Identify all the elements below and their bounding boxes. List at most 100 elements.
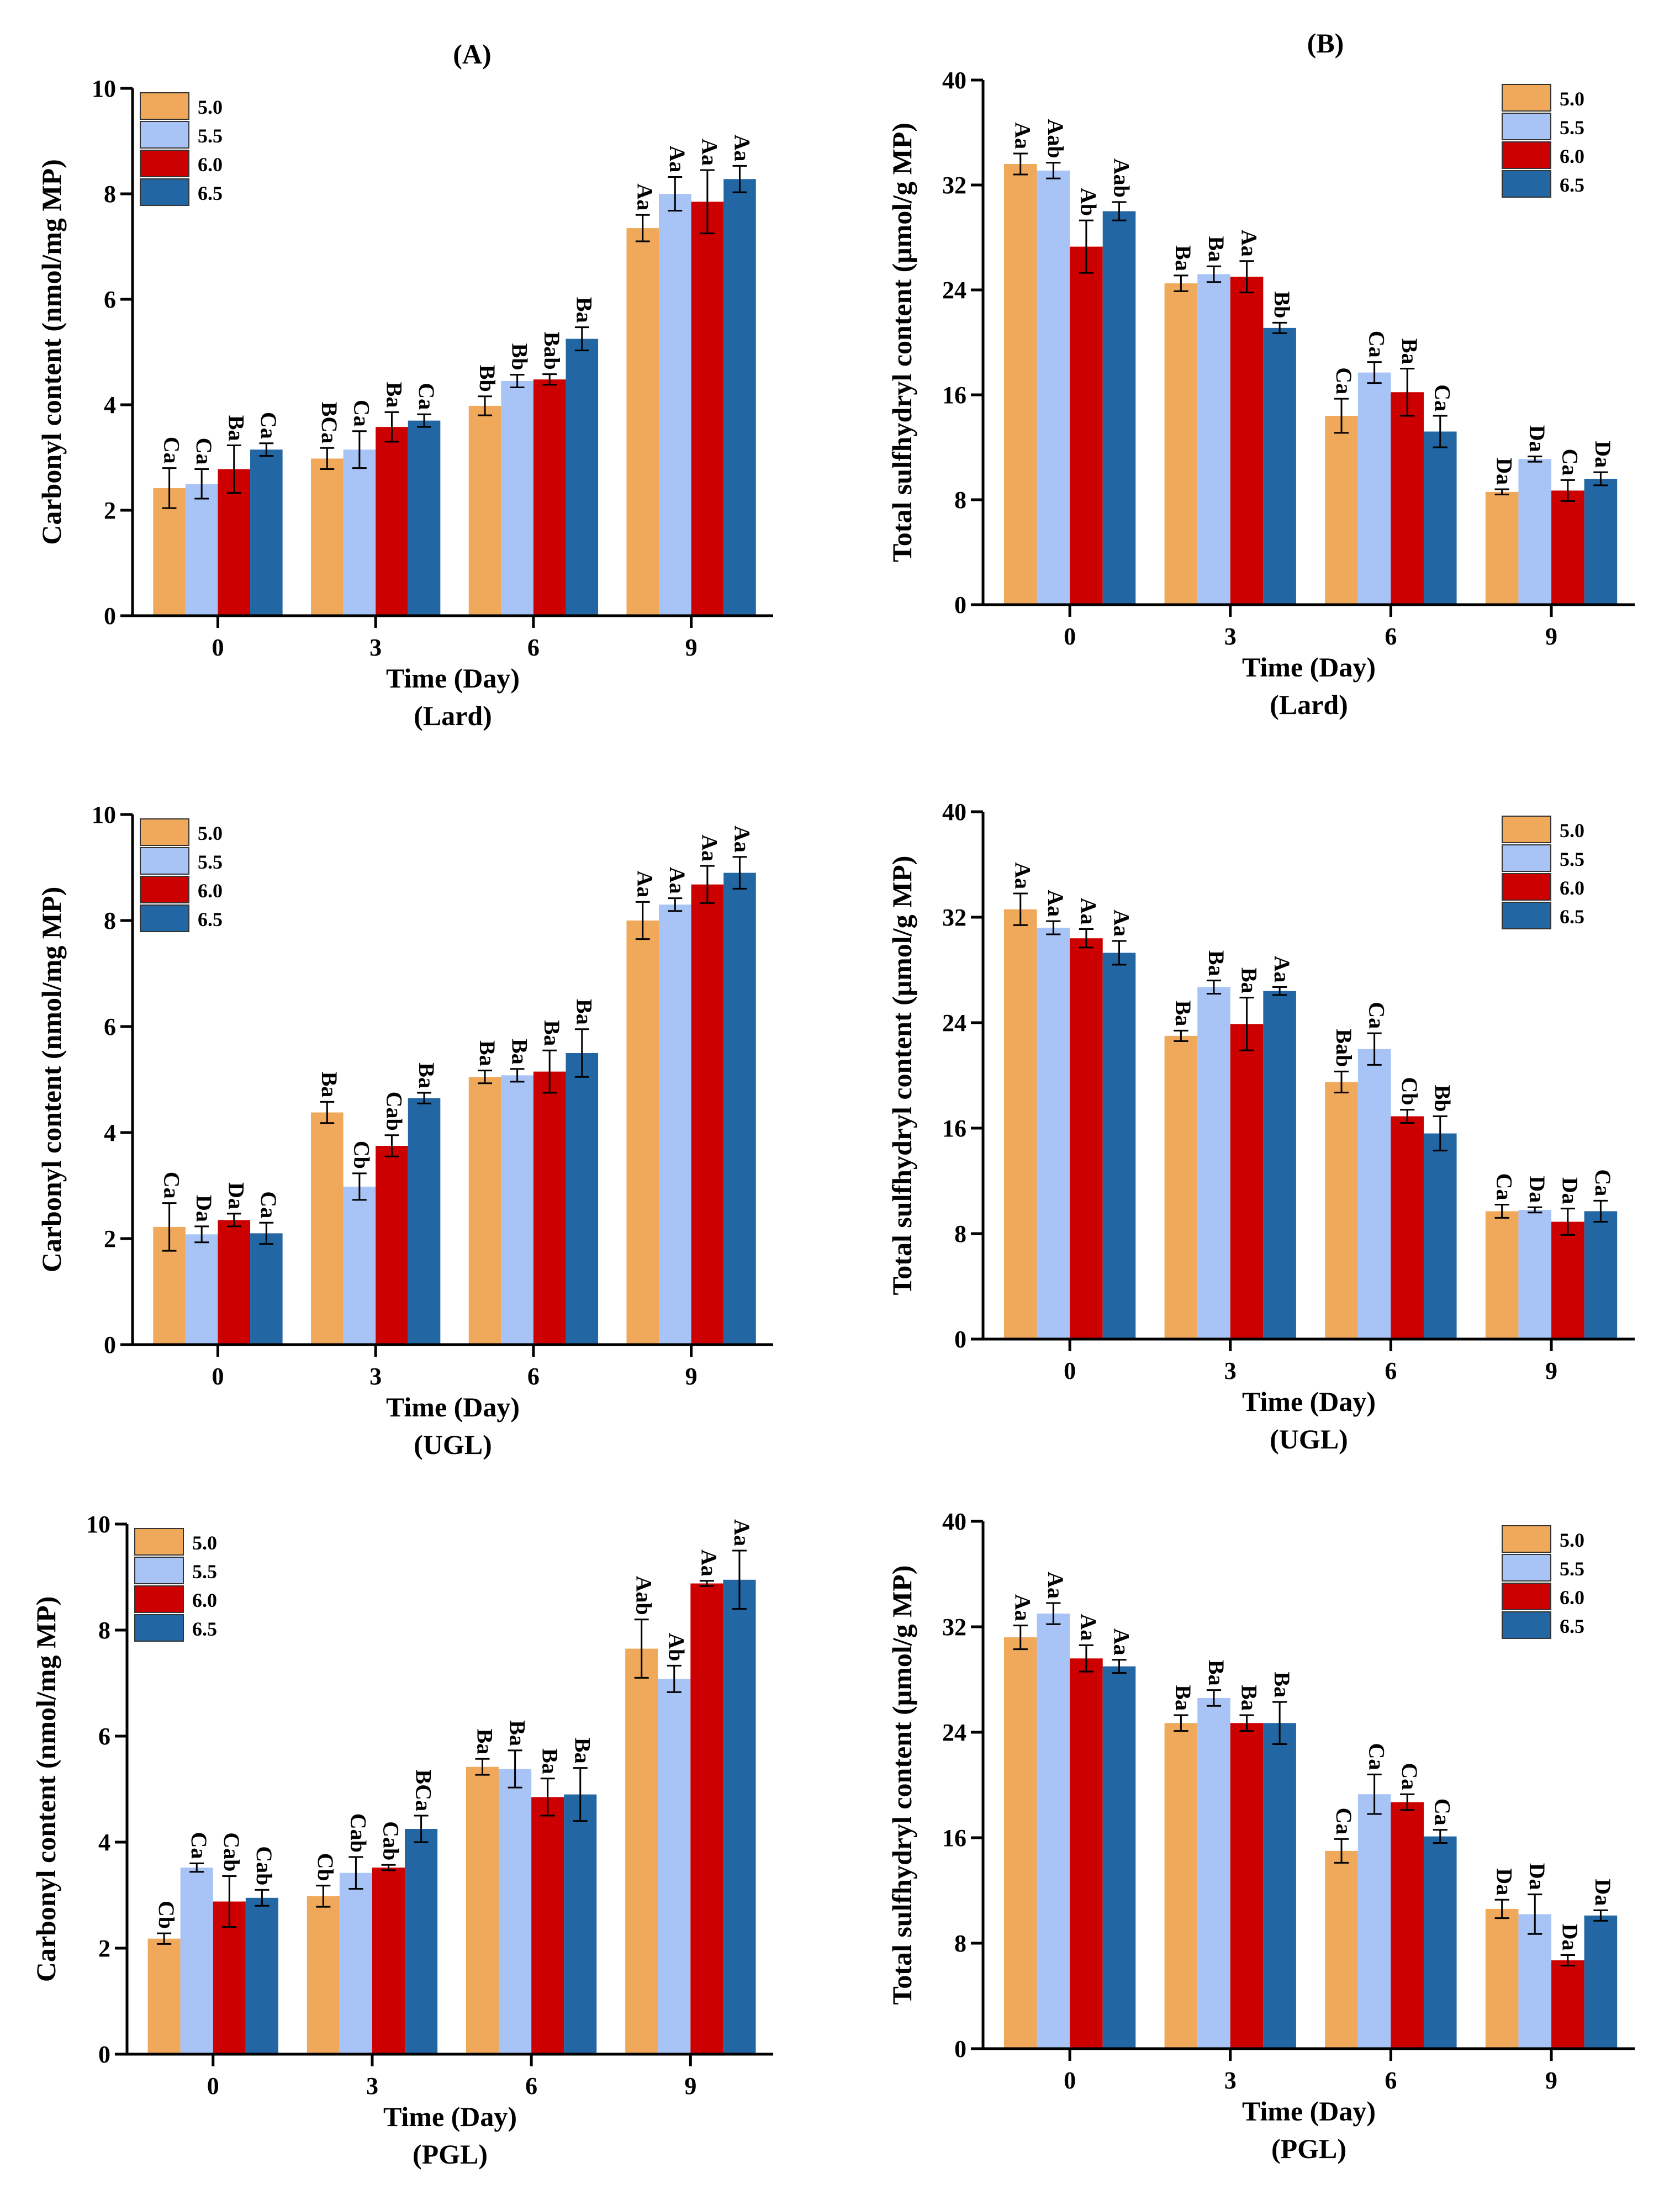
significance-label: BCa bbox=[317, 402, 342, 444]
significance-label: Da bbox=[1492, 458, 1517, 485]
legend-label: 5.5 bbox=[198, 125, 223, 147]
error-bar bbox=[1433, 1115, 1447, 1152]
bar-6.5-day0 bbox=[245, 1897, 278, 2054]
legend-label: 5.0 bbox=[1560, 819, 1584, 842]
significance-label: Aa bbox=[698, 834, 722, 861]
bar-6.0-day3 bbox=[376, 1146, 408, 1345]
bar-5.5-day0 bbox=[1037, 170, 1070, 605]
significance-label: Bb bbox=[1430, 1085, 1455, 1112]
legend-swatch-5.0 bbox=[1502, 84, 1551, 112]
legend-label: 5.5 bbox=[192, 1561, 217, 1583]
significance-label: Ba bbox=[1171, 1685, 1196, 1711]
y-tick-label: 8 bbox=[98, 1617, 110, 1644]
error-bar bbox=[1367, 1773, 1382, 1815]
bar-5.0-day3 bbox=[311, 458, 344, 616]
significance-label: Ca bbox=[159, 1172, 184, 1199]
bar-5.5-day3 bbox=[1197, 274, 1230, 605]
legend-label: 6.0 bbox=[192, 1589, 217, 1611]
x-tick-label: 0 bbox=[1064, 2067, 1076, 2094]
significance-label: Aa bbox=[1109, 909, 1134, 937]
error-bar bbox=[417, 1092, 431, 1104]
y-tick-label: 6 bbox=[104, 1013, 116, 1040]
significance-label: Cb bbox=[1397, 1077, 1422, 1105]
significance-label: Bb bbox=[507, 343, 532, 371]
legend-swatch-5.5 bbox=[1502, 113, 1551, 140]
error-bar bbox=[222, 1875, 237, 1928]
bar-5.5-day9 bbox=[659, 194, 691, 616]
error-bar bbox=[667, 1664, 681, 1693]
bar-6.0-day3 bbox=[376, 427, 408, 616]
group-label: (Lard) bbox=[414, 700, 492, 731]
legend: 5.0 5.5 6.0 6.5 bbox=[1502, 1525, 1584, 1639]
error-bar bbox=[1112, 1659, 1127, 1674]
significance-label: Ca bbox=[1397, 1763, 1422, 1790]
error-bar bbox=[574, 1028, 589, 1078]
significance-label: Aa bbox=[1237, 230, 1261, 257]
error-bar bbox=[1174, 1714, 1188, 1732]
significance-label: Da bbox=[1591, 1879, 1615, 1906]
legend-swatch-5.5 bbox=[140, 847, 189, 875]
significance-label: Ca bbox=[1430, 1799, 1455, 1826]
bar-5.0-day6 bbox=[1325, 1850, 1358, 2049]
bar-5.0-day6 bbox=[468, 405, 501, 616]
legend-swatch-5.5 bbox=[134, 1557, 184, 1584]
error-bar bbox=[635, 901, 650, 940]
bar-6.5-day9 bbox=[723, 179, 756, 616]
bar-5.5-day6 bbox=[501, 1075, 533, 1345]
bar-6.0-day9 bbox=[691, 884, 724, 1345]
legend-swatch-6.0 bbox=[1502, 1583, 1551, 1610]
y-tick-label: 2 bbox=[98, 1935, 110, 1962]
y-tick-label: 32 bbox=[942, 1614, 966, 1641]
x-tick-label: 3 bbox=[1224, 2067, 1237, 2094]
significance-label: Aa bbox=[1076, 1614, 1101, 1641]
y-tick-label: 8 bbox=[104, 907, 116, 934]
bar-6.5-day0 bbox=[1102, 211, 1136, 605]
legend: 5.0 5.5 6.0 6.5 bbox=[140, 818, 223, 932]
y-axis-title: Carbonyl content (nmol/mg MP) bbox=[36, 887, 67, 1273]
bar-6.0-day3 bbox=[1230, 1723, 1264, 2049]
bar-6.0-day0 bbox=[1070, 246, 1103, 605]
bar-5.5-day0 bbox=[185, 1234, 218, 1345]
x-tick-label: 0 bbox=[1064, 623, 1076, 650]
significance-label: Da bbox=[1591, 441, 1615, 468]
x-tick-label: 3 bbox=[1224, 1357, 1237, 1384]
chart-carbonyl-ugl: Ca Ba Ba Aa Da Cb Ba Aa Da Cab Ba Aa Ca Ba Ba Aa 0 2 4 6 8 10… bbox=[36, 801, 773, 1460]
x-axis-title: Time (Day) bbox=[1242, 1386, 1376, 1417]
error-bar bbox=[1239, 997, 1254, 1051]
error-bar bbox=[1528, 456, 1542, 463]
error-bar bbox=[352, 1172, 367, 1201]
significance-label: Ba bbox=[317, 1072, 342, 1098]
error-bar bbox=[1206, 1689, 1222, 1707]
x-tick-label: 6 bbox=[1385, 1357, 1397, 1384]
significance-label: Bab bbox=[1332, 1029, 1356, 1067]
significance-label: Ca bbox=[1492, 1173, 1517, 1200]
significance-label: Bb bbox=[1270, 291, 1295, 318]
significance-label: Da bbox=[192, 1195, 216, 1222]
legend-swatch-5.5 bbox=[1502, 844, 1551, 872]
bar-6.0-day6 bbox=[1391, 392, 1424, 605]
legend: 5.0 5.5 6.0 6.5 bbox=[1502, 84, 1584, 198]
bar-6.0-day6 bbox=[533, 379, 566, 616]
significance-label: Ca bbox=[1332, 1807, 1356, 1834]
significance-label: Ba bbox=[537, 1748, 562, 1774]
error-bar bbox=[320, 1101, 335, 1124]
bar-5.0-day9 bbox=[626, 921, 659, 1345]
error-bar bbox=[352, 430, 367, 469]
bar-5.5-day9 bbox=[659, 905, 691, 1345]
significance-label: Aa bbox=[665, 867, 690, 894]
error-bar bbox=[226, 445, 241, 494]
y-tick-label: 0 bbox=[954, 1326, 966, 1353]
error-bar bbox=[1174, 1029, 1188, 1042]
legend: 5.0 5.5 6.0 6.5 bbox=[1502, 816, 1584, 929]
error-bar bbox=[1560, 1208, 1575, 1236]
y-tick-label: 8 bbox=[104, 181, 116, 208]
error-bar bbox=[162, 1202, 177, 1252]
error-bar bbox=[540, 1778, 555, 1817]
error-bar bbox=[1593, 1199, 1608, 1223]
legend-label: 6.0 bbox=[1560, 1586, 1584, 1609]
error-bar bbox=[1494, 1203, 1509, 1219]
y-tick-label: 32 bbox=[942, 904, 966, 931]
error-bar bbox=[1334, 1838, 1349, 1864]
bar-5.0-day6 bbox=[1325, 1082, 1358, 1339]
bar-5.5-day6 bbox=[1357, 1049, 1391, 1339]
